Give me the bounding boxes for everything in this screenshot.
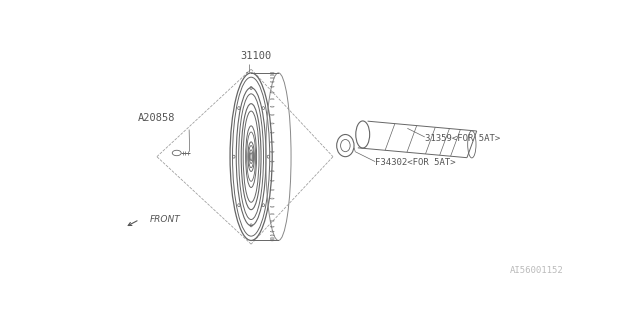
Text: 31100: 31100 <box>241 51 272 60</box>
Text: AI56001152: AI56001152 <box>510 266 564 275</box>
Text: FRONT: FRONT <box>150 215 180 225</box>
Text: A20858: A20858 <box>138 113 175 124</box>
Text: 31359<FOR 5AT>: 31359<FOR 5AT> <box>425 134 500 143</box>
Text: F34302<FOR 5AT>: F34302<FOR 5AT> <box>375 158 456 167</box>
